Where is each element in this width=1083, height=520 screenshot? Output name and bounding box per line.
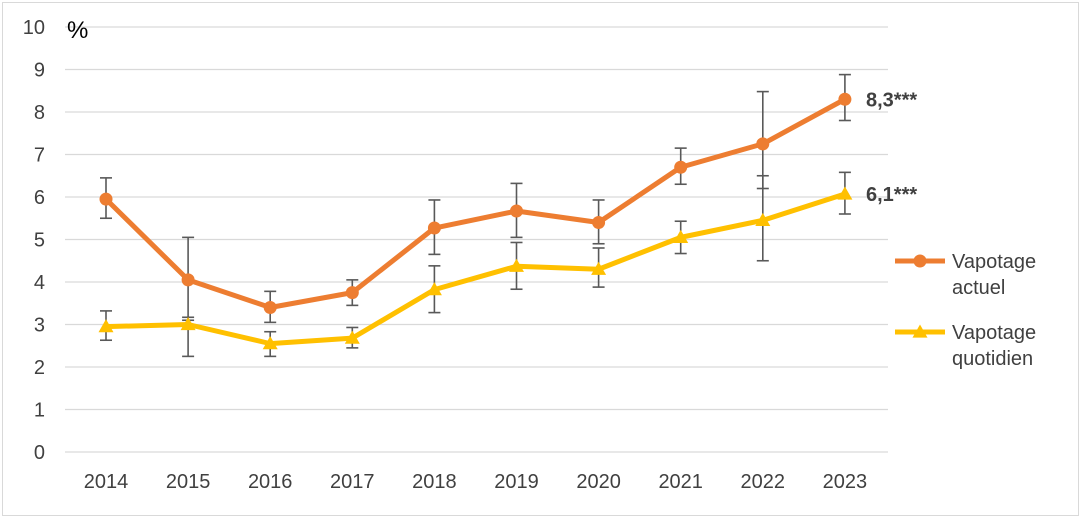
- legend-label-line-1: Vapotage: [952, 251, 1036, 273]
- point-actuel-2022: [756, 137, 770, 151]
- point-actuel-2016: [263, 301, 277, 314]
- x-tick-label-2014: 2014: [84, 471, 129, 493]
- y-tick-label-6: 6: [34, 187, 45, 209]
- point-actuel-2023: [838, 92, 852, 106]
- y-axis-ticks: 0 1 2 3 4 5 6 7 8 9 10: [23, 17, 45, 464]
- point-actuel-2019: [510, 204, 523, 218]
- point-quotidien-2023: [837, 186, 853, 200]
- legend-label-line-2: actuel: [952, 277, 1005, 299]
- legend-marker: [913, 254, 927, 268]
- point-actuel-2020: [592, 216, 606, 229]
- y-tick-label-4: 4: [34, 272, 45, 294]
- x-tick-label-2016: 2016: [248, 471, 293, 493]
- point-actuel-2014: [99, 192, 113, 206]
- gridlines: [65, 26, 888, 453]
- x-tick-label-2021: 2021: [658, 471, 703, 493]
- y-tick-label-7: 7: [34, 145, 45, 167]
- point-quotidien-2017: [344, 330, 360, 344]
- end-label-quotidien: 6,1***: [866, 184, 917, 206]
- point-actuel-2021: [674, 160, 688, 174]
- x-tick-label-2017: 2017: [330, 471, 375, 493]
- y-tick-label-2: 2: [34, 357, 45, 379]
- point-quotidien-2022: [755, 212, 771, 226]
- point-quotidien-2020: [591, 261, 607, 275]
- x-tick-label-2020: 2020: [576, 471, 621, 493]
- x-axis-ticks: 2014 2015 2016 2017 2018 2019 2020 2021 2022 2023: [84, 471, 867, 493]
- x-tick-label-2023: 2023: [823, 471, 868, 493]
- y-tick-label-0: 0: [34, 442, 45, 464]
- point-quotidien-2014: [98, 319, 114, 333]
- point-quotidien-2021: [673, 229, 689, 243]
- y-tick-label-8: 8: [34, 102, 45, 124]
- series-line-actuel: [103, 96, 848, 310]
- y-tick-label-3: 3: [34, 315, 45, 337]
- legend-label-line-1: Vapotage: [952, 322, 1036, 344]
- legend-item-quotidien: Vapotage quotidien: [895, 322, 1036, 370]
- point-actuel-2018: [427, 221, 441, 235]
- legend-item-actuel: Vapotage actuel: [895, 251, 1036, 299]
- end-label-actuel: 8,3***: [866, 89, 917, 111]
- y-unit-label: %: [67, 17, 88, 44]
- point-actuel-2015: [181, 273, 195, 287]
- y-tick-label-5: 5: [34, 230, 45, 252]
- x-tick-label-2018: 2018: [412, 471, 457, 493]
- point-actuel-2017: [345, 286, 359, 300]
- legend-marker: [912, 324, 928, 338]
- series-line-quotidien: [103, 191, 848, 347]
- y-tick-label-10: 10: [23, 17, 45, 39]
- point-quotidien-2016: [262, 336, 278, 350]
- legend-label-line-2: quotidien: [952, 348, 1033, 370]
- legend: Vapotage actuel Vapotage quotidien: [895, 251, 1036, 370]
- x-tick-label-2019: 2019: [494, 471, 539, 493]
- y-tick-label-9: 9: [34, 60, 45, 82]
- series-lines: [103, 96, 848, 347]
- error-bars: [100, 73, 851, 358]
- end-labels: 8,3*** 6,1***: [866, 89, 917, 206]
- x-tick-label-2022: 2022: [741, 471, 786, 493]
- x-tick-label-2015: 2015: [166, 471, 211, 493]
- point-quotidien-2018: [426, 282, 442, 296]
- y-tick-label-1: 1: [34, 400, 45, 422]
- point-quotidien-2019: [509, 258, 524, 272]
- point-quotidien-2015: [180, 317, 196, 331]
- series-markers: [98, 92, 853, 350]
